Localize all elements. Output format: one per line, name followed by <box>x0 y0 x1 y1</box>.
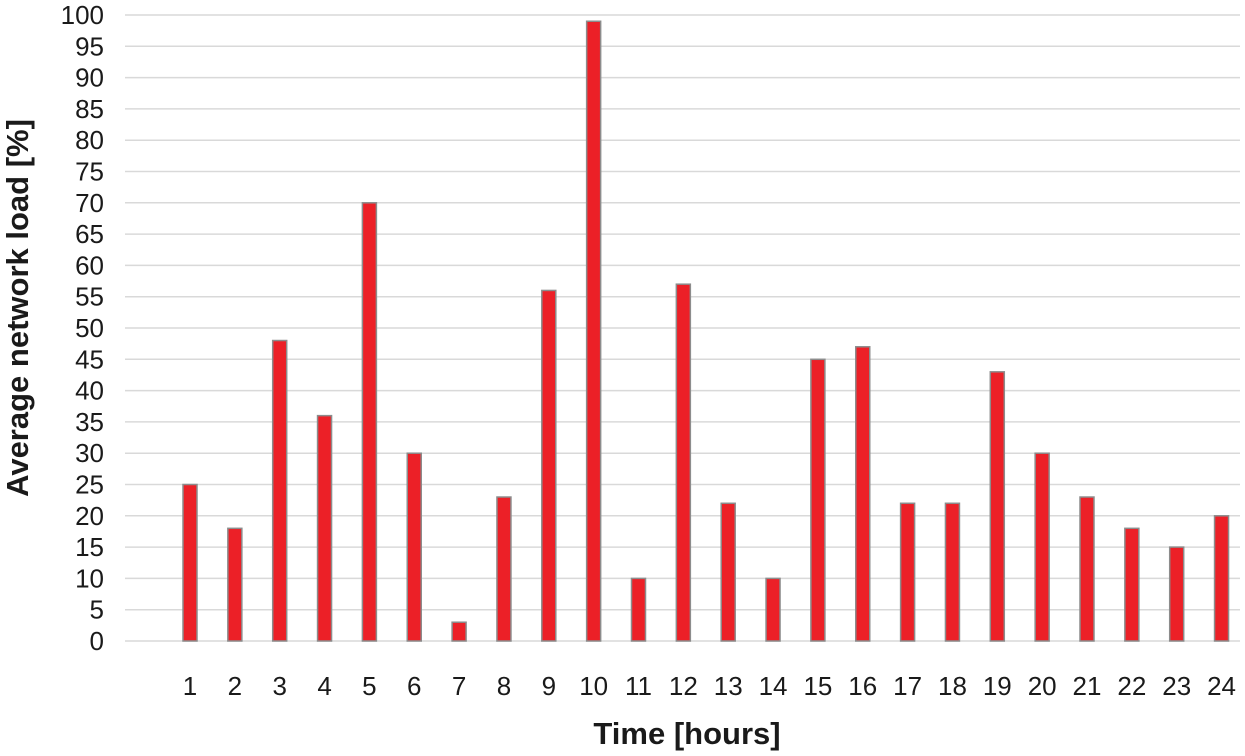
bar-hour-17 <box>899 502 916 642</box>
bar-hour-7 <box>451 621 467 642</box>
x-tick-label: 24 <box>1207 671 1236 701</box>
y-tick-label: 65 <box>75 219 104 249</box>
x-tick-label: 12 <box>669 671 698 701</box>
x-tick-label: 4 <box>317 671 331 701</box>
bar-hour-14 <box>765 577 781 642</box>
bars <box>182 20 1230 642</box>
x-tick-label: 1 <box>183 671 197 701</box>
y-tick-label: 50 <box>75 313 104 343</box>
bar-hour-24 <box>1213 515 1230 642</box>
x-tick-label: 22 <box>1117 671 1146 701</box>
bar-hour-15 <box>810 358 826 642</box>
y-tick-label: 10 <box>75 563 104 593</box>
y-tick-label: 85 <box>75 94 104 124</box>
x-tick-label: 21 <box>1073 671 1102 701</box>
x-tick-label: 10 <box>579 671 608 701</box>
x-tick-label: 6 <box>407 671 421 701</box>
y-tick-label: 40 <box>75 376 104 406</box>
x-tick-label: 13 <box>714 671 743 701</box>
x-tick-label: 7 <box>452 671 466 701</box>
bar-hour-6 <box>406 452 422 642</box>
y-axis-title: Average network load [%] <box>0 119 35 497</box>
y-tick-label: 80 <box>75 125 104 155</box>
y-tick-label: 0 <box>90 626 104 656</box>
y-tick-labels: 0510152025303540455055606570758085909510… <box>61 0 104 656</box>
y-tick-label: 90 <box>75 63 104 93</box>
bar-hour-3 <box>271 339 288 642</box>
bar-hour-23 <box>1168 546 1185 642</box>
bar-hour-5 <box>361 202 378 642</box>
y-tick-label: 55 <box>75 282 104 312</box>
x-tick-label: 18 <box>938 671 967 701</box>
y-tick-label: 45 <box>75 344 104 374</box>
y-tick-label: 25 <box>75 470 104 500</box>
y-tick-label: 60 <box>75 250 104 280</box>
bar-hour-8 <box>496 496 512 642</box>
gridlines <box>125 14 1240 642</box>
x-tick-label: 23 <box>1162 671 1191 701</box>
x-tick-label: 20 <box>1028 671 1057 701</box>
bar-hour-1 <box>182 483 198 642</box>
y-tick-label: 75 <box>75 157 104 187</box>
x-tick-label: 14 <box>759 671 788 701</box>
bar-hour-19 <box>989 371 1006 642</box>
x-tick-label: 17 <box>893 671 922 701</box>
bar-hour-2 <box>227 527 243 642</box>
bar-hour-9 <box>541 289 557 642</box>
x-tick-label: 8 <box>497 671 511 701</box>
bar-hour-4 <box>316 414 333 642</box>
y-tick-label: 95 <box>75 31 104 61</box>
bar-hour-12 <box>675 283 692 642</box>
x-axis-title: Time [hours] <box>593 716 780 751</box>
y-tick-label: 70 <box>75 188 104 218</box>
x-tick-label: 19 <box>983 671 1012 701</box>
bar-hour-16 <box>855 346 871 642</box>
y-tick-label: 5 <box>90 595 104 625</box>
y-tick-label: 35 <box>75 407 104 437</box>
y-tick-label: 20 <box>75 501 104 531</box>
y-tick-label: 15 <box>75 532 104 562</box>
x-tick-label: 9 <box>542 671 556 701</box>
bar-hour-13 <box>720 502 736 642</box>
y-tick-label: 30 <box>75 438 104 468</box>
bar-hour-18 <box>944 502 961 642</box>
x-tick-label: 3 <box>272 671 286 701</box>
x-tick-label: 15 <box>803 671 832 701</box>
y-tick-label: 100 <box>61 0 104 30</box>
x-tick-label: 2 <box>228 671 242 701</box>
x-tick-labels: 1 2 3 4 5 6 7 8 9 10 11 12 13 14 15 16 17 18 19 20 21 22 23 24 <box>183 671 1236 701</box>
bar-hour-11 <box>630 577 647 642</box>
bar-hour-21 <box>1079 496 1095 642</box>
x-tick-label: 16 <box>848 671 877 701</box>
bar-hour-22 <box>1124 527 1140 642</box>
x-tick-label: 5 <box>362 671 376 701</box>
bar-hour-20 <box>1034 452 1050 642</box>
x-tick-label: 11 <box>625 671 652 701</box>
bar-hour-10 <box>585 20 602 642</box>
